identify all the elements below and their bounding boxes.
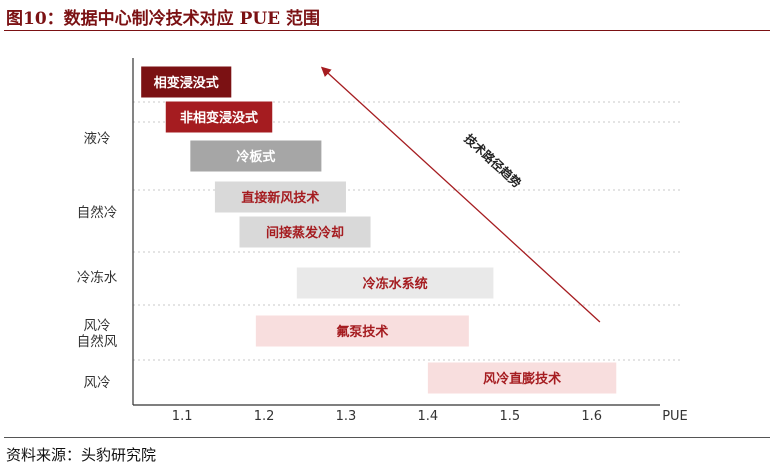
- range-bar-4: [239, 216, 371, 248]
- range-bar-label-1: 非相变浸没式: [180, 110, 258, 126]
- range-bar-1: [165, 101, 273, 133]
- trend-arrow: [320, 66, 601, 323]
- x-tick-label-2: 1.3: [336, 409, 357, 424]
- source-note: 资料来源：头豹研究院: [6, 446, 157, 464]
- range-bar-label-6: 氟泵技术: [336, 324, 388, 340]
- range-bar-0: [141, 66, 232, 98]
- range-bar-label-2: 冷板式: [236, 149, 275, 165]
- x-tick-label-0: 1.1: [172, 409, 193, 424]
- range-bar-7: [427, 362, 617, 394]
- range-bar-label-7: 风冷直膨技术: [483, 371, 561, 387]
- figure-title: 图10：数据中心制冷技术对应 PUE 范围: [6, 9, 321, 29]
- range-bar-3: [214, 181, 346, 213]
- source-rule: [4, 437, 770, 438]
- range-bar-2: [190, 140, 322, 172]
- range-bar-label-5: 冷冻水系统: [363, 276, 428, 292]
- y-category-label-1: 自然冷: [77, 204, 118, 221]
- y-category-label-3: 风冷自然风: [77, 318, 118, 350]
- range-bar-6: [255, 315, 469, 347]
- y-category-label-4: 风冷: [84, 375, 111, 391]
- x-tick-label-4: 1.5: [499, 409, 520, 424]
- x-axis-title: PUE: [662, 409, 688, 424]
- y-category-label-0: 液冷: [84, 131, 111, 147]
- trend-arrow-label: 技术路径趋势: [461, 131, 524, 191]
- range-bar-label-0: 相变浸没式: [154, 75, 219, 91]
- range-bar-label-4: 间接蒸发冷却: [266, 225, 344, 241]
- x-tick-label-3: 1.4: [418, 409, 439, 424]
- range-bar-5: [296, 267, 494, 299]
- x-tick-label-5: 1.6: [581, 409, 602, 424]
- range-bar-label-3: 直接新风技术: [241, 190, 319, 206]
- y-category-label-2: 冷冻水: [77, 270, 118, 286]
- x-tick-label-1: 1.2: [254, 409, 275, 424]
- title-rule: [4, 30, 770, 31]
